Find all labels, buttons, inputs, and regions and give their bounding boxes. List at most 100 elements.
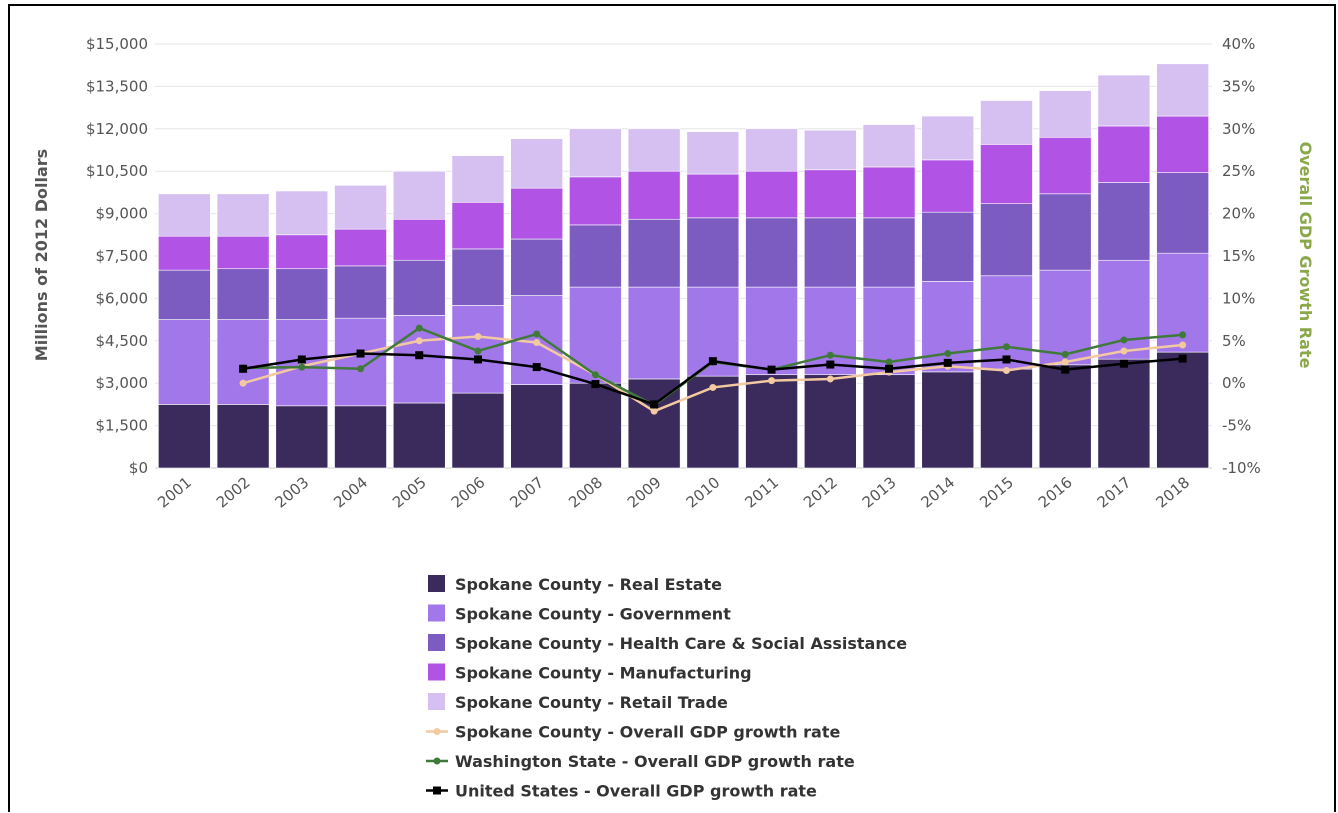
bar-segment — [158, 235, 211, 271]
bar-segment — [921, 211, 975, 282]
x-tick-label: 2006 — [448, 473, 489, 511]
y-tick-label: $9,000 — [96, 205, 149, 223]
line-point — [1120, 347, 1128, 355]
bar-segment — [627, 128, 681, 172]
x-axis-ticks: 2001 2002 2003 2004 2005 2006 2007 2008 2009 2010… — [154, 473, 1193, 511]
y-tick-label: $7,500 — [96, 247, 149, 265]
bar-segment — [158, 193, 211, 237]
bar-segment — [569, 382, 622, 469]
bar-segment — [569, 128, 622, 178]
y-tick-label: $4,500 — [96, 332, 149, 350]
bar-segment — [862, 374, 916, 469]
y2-tick-label: -5% — [1222, 417, 1251, 435]
y2-tick-label: 35% — [1222, 77, 1255, 95]
line-point — [1179, 331, 1187, 339]
line-point — [768, 377, 776, 385]
legend-swatch — [428, 663, 445, 681]
x-tick-label: 2009 — [624, 473, 665, 511]
x-tick-label: 2016 — [1035, 473, 1076, 511]
bar-segment — [686, 217, 740, 288]
bar-segment — [334, 228, 387, 267]
bar-segment — [1156, 351, 1209, 469]
bar-segment — [334, 265, 387, 319]
x-tick-label: 2011 — [741, 473, 782, 511]
legend-marker — [433, 728, 441, 735]
bar-segment — [1156, 63, 1209, 117]
bar-segment — [627, 218, 681, 288]
y2-tick-label: 20% — [1222, 205, 1255, 223]
bar-segment — [216, 404, 270, 469]
line-point — [650, 407, 658, 415]
x-tick-label: 2003 — [272, 473, 313, 511]
line-point — [1119, 359, 1128, 368]
bar-segment — [216, 193, 270, 237]
line-point — [650, 400, 659, 409]
x-tick-label: 2010 — [683, 473, 724, 511]
bar-segment — [510, 187, 563, 240]
bar-segment — [1038, 364, 1092, 469]
bar-segment — [1038, 136, 1092, 195]
line-point — [356, 349, 365, 358]
legend-label: Spokane County - Government — [455, 605, 731, 624]
bar-segment — [921, 371, 975, 469]
line-point — [1002, 343, 1010, 351]
x-tick-label: 2007 — [506, 473, 547, 511]
bar-segment — [1156, 172, 1209, 254]
bar-segment — [745, 170, 798, 219]
line-point — [474, 333, 482, 341]
y2-tick-label: 0% — [1222, 374, 1246, 392]
line-point — [826, 375, 834, 383]
y2-tick-label: 5% — [1222, 332, 1246, 350]
bar-segment — [1038, 193, 1092, 271]
bar-segment — [275, 405, 329, 469]
legend-label: Spokane County - Overall GDP growth rate — [455, 723, 840, 742]
line-point — [239, 379, 247, 387]
x-tick-label: 2001 — [154, 473, 195, 511]
bar-segment — [158, 404, 211, 469]
bar-segment — [862, 124, 916, 168]
bar-segment — [980, 368, 1033, 469]
line-point — [357, 365, 365, 373]
bar-segment — [921, 281, 975, 373]
legend-marker — [433, 757, 441, 765]
line-point — [944, 350, 952, 358]
legend-label: Spokane County - Manufacturing — [455, 664, 752, 683]
y-tick-label: $6,000 — [96, 289, 149, 307]
bar-segment — [510, 384, 563, 469]
line-point — [1061, 358, 1069, 366]
line-point — [1002, 355, 1011, 364]
bar-segment — [569, 286, 622, 384]
bar-segment — [862, 217, 916, 288]
line-point — [943, 358, 952, 367]
line-point — [1120, 336, 1128, 344]
bar-segment — [158, 319, 211, 405]
line-point — [474, 347, 482, 355]
legend-swatch — [428, 575, 445, 592]
y-tick-label: $1,500 — [96, 417, 149, 435]
line-point — [885, 358, 893, 366]
x-tick-label: 2017 — [1094, 473, 1135, 511]
bar-segment — [510, 238, 563, 296]
bar-segment — [804, 217, 857, 288]
line-point — [533, 338, 541, 346]
bar-segment — [275, 268, 329, 320]
bar-segment — [216, 268, 270, 320]
bar-segment — [451, 248, 505, 306]
x-tick-label: 2012 — [800, 473, 841, 511]
bar-segment — [1097, 125, 1151, 183]
bar-segment — [158, 269, 211, 320]
legend-swatch — [428, 693, 445, 710]
x-tick-label: 2004 — [330, 473, 371, 511]
bar-segment — [334, 405, 387, 469]
bar-series — [158, 63, 1209, 469]
line-point — [1002, 366, 1010, 374]
line-point — [532, 363, 541, 372]
bar-segment — [1038, 90, 1092, 138]
bar-segment — [862, 166, 916, 219]
y-tick-label: $0 — [129, 459, 148, 477]
line-point — [767, 365, 776, 374]
x-tick-label: 2008 — [565, 473, 606, 511]
x-tick-label: 2014 — [917, 473, 958, 511]
bar-segment — [1097, 74, 1151, 127]
